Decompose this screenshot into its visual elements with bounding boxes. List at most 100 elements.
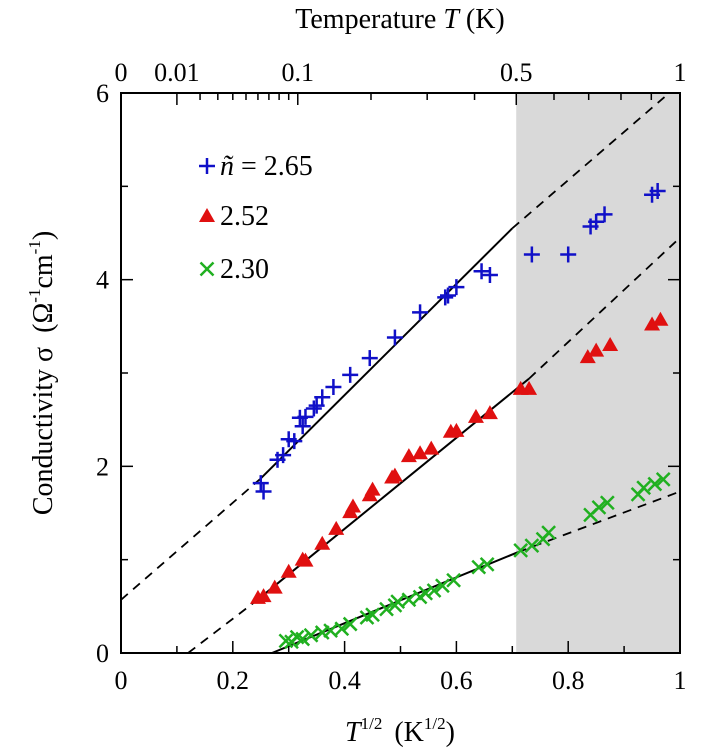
data-point — [446, 572, 461, 588]
data-point — [471, 559, 487, 575]
legend-marker — [199, 261, 215, 277]
legend-marker — [199, 208, 215, 222]
legend-label-2-65: ñ = 2.65 — [220, 151, 313, 182]
top-tick-label: 0.5 — [500, 58, 533, 87]
top-axis-title: Temperature T (K) — [295, 4, 505, 35]
top-tick-label: 0 — [115, 58, 128, 87]
y-axis-title-unit: (Ω — [28, 303, 59, 333]
x-tick-label: 0.8 — [552, 666, 585, 695]
data-point — [386, 467, 403, 482]
data-point — [334, 621, 350, 637]
data-point — [328, 520, 345, 535]
y-axis-title: Conductivity σ(Ω-1cm-1) — [25, 231, 59, 515]
legend-label-value: = 2.65 — [234, 151, 313, 182]
data-point — [644, 316, 661, 331]
data-point — [412, 445, 429, 460]
y-tick-label: 4 — [96, 266, 109, 295]
data-point — [255, 588, 272, 603]
data-point — [524, 538, 540, 554]
legend-label-2-30: 2.30 — [220, 254, 269, 285]
legend: ñ = 2.65 2.52 2.30 — [199, 151, 313, 285]
x-axis-title-unit: (K — [394, 717, 424, 748]
x-axis-title: T1/2 (K1/2) — [345, 714, 455, 748]
y-tick-labels: 0 2 4 6 — [96, 79, 109, 668]
y-tick-label: 2 — [96, 452, 109, 481]
data-point — [655, 472, 671, 487]
y-axis-title-unit-mid: cm — [28, 254, 59, 288]
shaded-region — [516, 93, 680, 653]
top-tick-label: 0.1 — [282, 58, 315, 87]
data-point — [448, 422, 465, 437]
x-axis-title-var: T — [345, 717, 363, 748]
data-point — [602, 337, 619, 351]
x-tick-label: 0.6 — [440, 666, 473, 695]
data-point — [280, 563, 297, 578]
x-tick-label: 0.2 — [217, 666, 250, 695]
legend-label-var: ñ — [220, 151, 234, 182]
data-point — [423, 440, 440, 455]
data-point — [295, 631, 311, 647]
top-tick-label: 1 — [674, 58, 687, 87]
data-point — [479, 556, 495, 572]
data-point — [541, 525, 557, 540]
extrapolation-line — [511, 93, 671, 230]
extrapolation-line — [187, 600, 256, 653]
extrapolation-line — [517, 490, 680, 554]
legend-marker-cross — [199, 261, 215, 277]
data-point — [344, 498, 361, 513]
data-point — [390, 594, 406, 610]
data-point — [652, 311, 669, 326]
data-point — [278, 633, 294, 649]
data-point — [481, 405, 498, 420]
data-point — [579, 349, 596, 364]
data-point — [591, 500, 607, 515]
y-axis-title-unit-close: ) — [28, 231, 59, 240]
data-point — [289, 629, 305, 645]
top-axis-title-prefix: Temperature — [295, 4, 443, 35]
fit-line — [260, 227, 514, 480]
x-tick-label: 0.4 — [328, 666, 361, 695]
y-axis-title-main: Conductivity σ — [28, 347, 59, 515]
data-point — [521, 380, 538, 395]
x-axis-title-exp: 1/2 — [361, 714, 383, 733]
top-axis-title-var: T — [443, 4, 461, 35]
data-point — [636, 480, 652, 496]
data-point — [314, 535, 331, 550]
data-point — [418, 585, 434, 601]
y-tick-label: 6 — [96, 79, 109, 108]
data-point — [323, 623, 339, 638]
data-point — [365, 607, 380, 623]
y-tick-label: 0 — [96, 639, 109, 668]
data-point — [303, 627, 319, 643]
x-tick-label: 0 — [115, 666, 128, 695]
x-tick-labels: 0 0.2 0.4 0.6 0.8 1 — [115, 666, 687, 695]
data-point — [266, 579, 283, 594]
extrapolation-line — [121, 477, 262, 601]
legend-marker-triangle — [199, 208, 215, 222]
x-axis-title-unit-exp: 1/2 — [424, 714, 446, 733]
data-point — [342, 616, 358, 632]
data-point — [467, 408, 484, 423]
top-tick-label: 0.01 — [154, 58, 200, 87]
top-axis-title-unit: (K) — [459, 4, 505, 35]
legend-marker-plus — [199, 158, 215, 174]
data-point — [401, 592, 417, 608]
x-tick-label: 1 — [674, 666, 687, 695]
data-point — [297, 552, 314, 567]
data-point — [379, 601, 394, 617]
data-point — [513, 542, 529, 558]
data-point — [647, 476, 663, 492]
y-axis-title-unit-exp2: -1 — [25, 240, 44, 254]
top-tick-labels: 0 0.01 0.1 0.5 1 — [115, 58, 687, 87]
data-point — [426, 583, 442, 598]
axis-ticks — [120, 92, 681, 654]
legend-label-2-52: 2.52 — [220, 201, 269, 232]
extrapolation-line — [528, 237, 680, 380]
y-axis-title-unit-exp1: -1 — [25, 289, 44, 303]
data-point — [588, 342, 605, 357]
data-point — [435, 578, 450, 594]
x-axis-title-unit-close: ) — [446, 717, 455, 748]
data-point — [364, 481, 381, 496]
data-point — [599, 495, 615, 511]
